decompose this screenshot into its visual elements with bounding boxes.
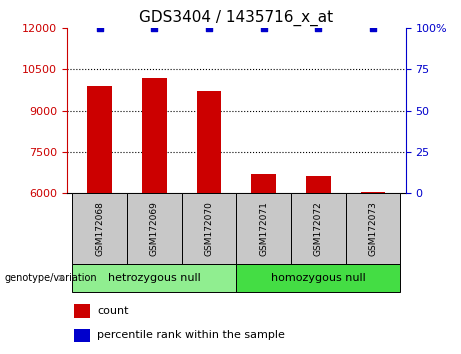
Point [96, 25, 103, 31]
Bar [74, 304, 90, 318]
Bar [291, 193, 346, 264]
Bar [182, 193, 236, 264]
Point [314, 25, 322, 31]
Text: GSM172070: GSM172070 [204, 201, 213, 256]
Point [205, 25, 213, 31]
Bar [74, 329, 90, 342]
Point [151, 25, 158, 31]
Bar [236, 193, 291, 264]
Text: homozygous null: homozygous null [271, 273, 366, 283]
Bar [346, 193, 400, 264]
Text: GSM172069: GSM172069 [150, 201, 159, 256]
Bar [142, 78, 166, 193]
Bar [306, 177, 331, 193]
Text: percentile rank within the sample: percentile rank within the sample [97, 330, 285, 340]
Text: GSM172072: GSM172072 [314, 201, 323, 256]
Point [369, 25, 377, 31]
Text: genotype/variation: genotype/variation [5, 273, 97, 283]
Bar [72, 193, 127, 264]
Text: count: count [97, 306, 129, 316]
Text: GSM172068: GSM172068 [95, 201, 104, 256]
Text: GSM172073: GSM172073 [368, 201, 378, 256]
Bar [72, 264, 236, 292]
Bar [87, 86, 112, 193]
Bar [197, 91, 221, 193]
Text: hetrozygous null: hetrozygous null [108, 273, 201, 283]
Point [260, 25, 267, 31]
Bar [251, 174, 276, 193]
Bar [236, 264, 400, 292]
Bar [361, 192, 385, 193]
Text: GSM172071: GSM172071 [259, 201, 268, 256]
Bar [127, 193, 182, 264]
Title: GDS3404 / 1435716_x_at: GDS3404 / 1435716_x_at [139, 9, 333, 25]
